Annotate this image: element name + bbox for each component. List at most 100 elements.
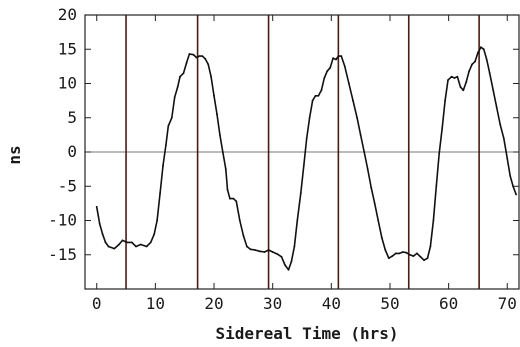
data-point [167, 125, 170, 127]
data-point [308, 116, 311, 119]
data-point [492, 89, 495, 92]
data-point [192, 53, 195, 56]
data-point [343, 65, 346, 68]
data-point [170, 116, 173, 119]
data-point [480, 46, 482, 49]
data-point [444, 99, 446, 102]
data-point [335, 58, 337, 61]
data-point [188, 53, 191, 55]
data-point [219, 134, 221, 136]
data-point [165, 144, 167, 147]
data-point [459, 86, 462, 88]
data-point [426, 257, 429, 260]
data-point [271, 251, 274, 253]
data-point [435, 185, 438, 188]
data-point [101, 233, 104, 236]
data-point [302, 164, 305, 167]
data-point [232, 197, 235, 200]
x-tick-label: 60 [439, 294, 458, 313]
data-point [162, 164, 164, 167]
data-point [153, 233, 156, 236]
data-point [276, 253, 279, 256]
data-point [263, 251, 266, 253]
y-tick-label: 20 [58, 5, 77, 24]
x-tick-label: 20 [204, 294, 223, 313]
data-point [267, 249, 270, 251]
x-tick-label: 0 [92, 294, 102, 313]
data-point [482, 48, 485, 51]
x-tick-label: 70 [498, 294, 517, 313]
data-point [224, 168, 227, 171]
data-point [416, 252, 418, 255]
data-point [412, 255, 415, 257]
series-layer [95, 46, 517, 271]
data-point [226, 188, 229, 191]
y-tick-label: 0 [67, 142, 77, 161]
data-point [258, 250, 261, 253]
data-point [432, 219, 435, 222]
x-axis: 0 10 20 30 40 50 60 70 [92, 15, 517, 313]
data-point [131, 241, 133, 244]
data-point [453, 77, 456, 79]
data-point [370, 186, 373, 189]
data-point [377, 219, 380, 222]
data-point [149, 241, 152, 244]
x-tick-label: 40 [322, 294, 341, 313]
data-point [485, 58, 488, 61]
data-point [447, 79, 449, 81]
data-point [314, 94, 317, 97]
data-point [216, 113, 218, 116]
data-point [359, 134, 362, 136]
data-point [213, 94, 215, 97]
data-point [299, 192, 302, 195]
data-point [456, 75, 459, 78]
data-point [450, 75, 453, 78]
data-point [198, 55, 201, 57]
data-point [329, 66, 332, 69]
y-tick-label: -10 [48, 211, 77, 230]
data-point [387, 257, 390, 260]
data-point [145, 245, 148, 248]
data-point [363, 151, 366, 153]
data-point [107, 245, 110, 248]
data-point [311, 99, 314, 102]
data-point [201, 55, 204, 57]
data-point [173, 96, 176, 99]
data-point [502, 137, 505, 140]
data-point [366, 168, 369, 171]
data-point [104, 241, 107, 244]
y-axis-label: ns [5, 145, 24, 164]
data-point [340, 55, 343, 57]
data-point [179, 75, 181, 78]
y-tick-label: -5 [58, 176, 77, 195]
data-point [409, 253, 411, 256]
data-point [207, 63, 210, 66]
data-point [488, 72, 491, 75]
data-point [98, 223, 101, 225]
data-point [402, 251, 404, 253]
x-tick-label: 30 [263, 294, 282, 313]
data-point [380, 236, 383, 239]
data-point [238, 219, 241, 222]
x-tick-label: 10 [146, 294, 165, 313]
vertical-markers [125, 15, 480, 289]
data-point [242, 234, 245, 237]
data-point [384, 249, 387, 251]
data-point [280, 255, 283, 258]
y-tick-label: 15 [58, 39, 77, 58]
data-point [121, 239, 124, 242]
data-point [332, 57, 334, 60]
data-point [468, 70, 470, 73]
data-point [419, 255, 422, 258]
data-point [462, 89, 465, 92]
data-point [290, 260, 293, 263]
data-point [474, 60, 476, 63]
data-point [235, 200, 238, 203]
y-tick-label: 5 [67, 108, 77, 127]
data-point [139, 243, 142, 246]
data-point [423, 259, 425, 262]
data-point [284, 264, 286, 266]
data-point [326, 70, 329, 73]
data-point [135, 245, 137, 248]
